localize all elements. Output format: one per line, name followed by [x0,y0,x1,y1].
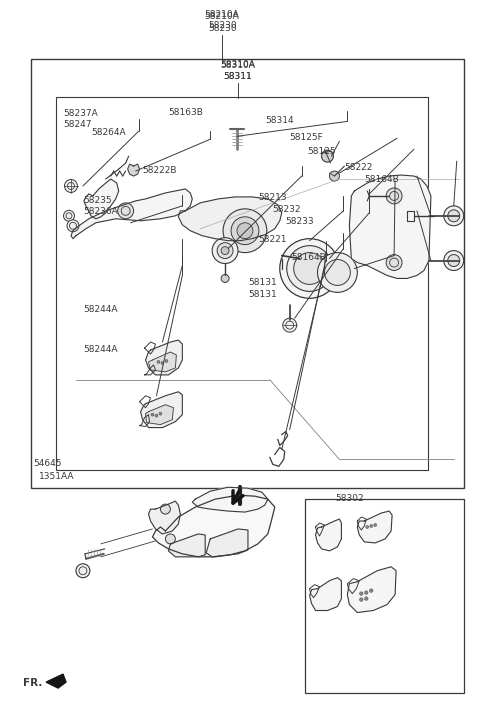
Text: 58232: 58232 [272,205,300,214]
Polygon shape [153,495,275,557]
Text: 58210A: 58210A [205,12,240,21]
Polygon shape [145,405,173,425]
Circle shape [360,598,363,601]
Text: 58264A: 58264A [91,128,125,138]
Circle shape [287,245,333,291]
Text: 58235: 58235 [83,196,111,205]
Circle shape [370,525,373,527]
Polygon shape [349,175,431,279]
Circle shape [76,564,90,578]
Circle shape [283,318,297,332]
Text: 58163B: 58163B [168,108,204,118]
Circle shape [165,359,168,362]
Circle shape [386,255,402,271]
Polygon shape [168,534,205,557]
Text: 58311: 58311 [224,72,252,81]
Circle shape [67,220,79,232]
Circle shape [63,211,74,221]
Bar [31,59,464,489]
Text: 58310A: 58310A [221,61,255,69]
Circle shape [324,259,350,286]
Circle shape [448,255,460,267]
Polygon shape [206,529,248,557]
Polygon shape [71,189,192,239]
Polygon shape [357,511,392,543]
Circle shape [217,242,233,259]
Polygon shape [315,519,341,551]
Text: 58164B: 58164B [292,252,326,262]
Circle shape [160,504,170,514]
Polygon shape [148,352,176,372]
Text: 58314: 58314 [265,116,293,125]
Circle shape [155,414,158,417]
Polygon shape [148,501,180,534]
Circle shape [374,523,377,527]
Text: 58230: 58230 [208,24,237,33]
Circle shape [364,597,368,601]
Text: 1351AA: 1351AA [39,472,75,481]
Polygon shape [348,566,396,613]
Circle shape [444,250,464,271]
Text: FR.: FR. [23,678,43,688]
Circle shape [159,412,162,415]
Circle shape [118,203,133,219]
Circle shape [237,223,253,239]
Circle shape [280,239,339,298]
Circle shape [444,206,464,225]
Polygon shape [179,197,282,240]
Text: 58221: 58221 [258,235,287,244]
Circle shape [448,210,460,222]
Text: 58131: 58131 [248,291,276,299]
Text: 58247: 58247 [63,121,92,129]
Text: 58230: 58230 [208,21,237,30]
Polygon shape [141,392,182,428]
Circle shape [386,188,402,204]
Polygon shape [46,674,66,688]
Text: 54645: 54645 [33,459,62,469]
Text: 58302: 58302 [336,494,364,503]
Text: 58244A: 58244A [83,345,118,354]
Circle shape [223,209,267,252]
Circle shape [364,591,368,594]
Text: 58131: 58131 [248,279,276,287]
Text: 58237A: 58237A [63,109,98,118]
Circle shape [322,150,334,162]
Polygon shape [145,340,182,375]
Text: 58210A: 58210A [205,10,240,19]
Text: 58125F: 58125F [290,133,324,143]
Circle shape [329,171,339,181]
Circle shape [221,247,229,255]
Circle shape [161,362,164,364]
Circle shape [360,592,363,596]
Text: 58222: 58222 [344,163,373,172]
Polygon shape [128,164,140,176]
Circle shape [151,413,154,416]
Circle shape [212,238,238,264]
Text: 58164B: 58164B [364,175,399,184]
Circle shape [157,360,160,364]
Circle shape [166,534,175,544]
Polygon shape [192,487,268,512]
Text: 58222B: 58222B [143,166,177,175]
Circle shape [231,217,259,245]
Text: 58125: 58125 [308,147,336,156]
Text: 58311: 58311 [224,72,252,81]
Circle shape [366,525,369,528]
Text: 58244A: 58244A [83,306,118,314]
Text: 58233: 58233 [286,217,314,225]
Circle shape [318,252,357,292]
Circle shape [64,179,77,192]
Polygon shape [84,179,119,219]
Bar [56,98,428,470]
Circle shape [221,274,229,282]
Text: 58310A: 58310A [221,60,255,69]
Bar [305,499,464,693]
Polygon shape [310,578,341,610]
Circle shape [294,252,325,284]
Circle shape [370,589,373,593]
Text: 58213: 58213 [258,193,287,202]
Text: 58236A: 58236A [83,207,118,216]
